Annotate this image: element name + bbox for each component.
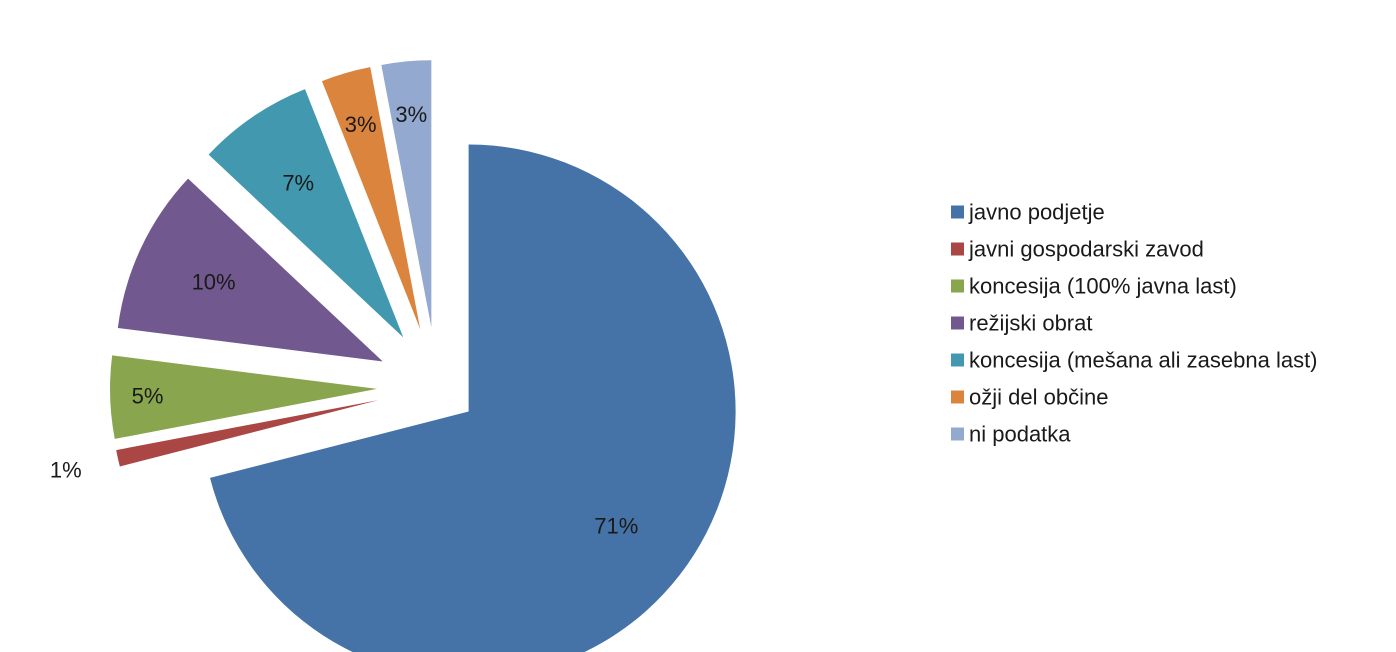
pie-slice-koncesija-100-javna-last [110,355,378,439]
legend-swatch-koncesija-100-javna-last [951,279,964,293]
legend-label-ni-podatka: ni podatka [969,422,1071,447]
legend-swatch-koncesija-mesana-ali-zasebna-last [951,353,964,367]
slice-label-koncesija-mesana-ali-zasebna-last: 7% [282,170,314,195]
slice-label-javno-podjetje: 71% [594,514,638,539]
slice-label-ozji-del-obcine: 3% [345,112,377,137]
pie-slices [110,60,736,652]
legend-label-koncesija-mesana-ali-zasebna-last: koncesija (mešana ali zasebna last) [969,348,1318,373]
legend-label-ozji-del-obcine: ožji del občine [969,385,1108,410]
legend-swatch-javno-podjetje [951,205,964,219]
slice-label-javni-gospodarski-zavod: 1% [50,457,82,482]
pie-slice-javni-gospodarski-zavod [116,400,379,467]
legend: javno podjetje javni gospodarski zavod kon… [951,200,1318,447]
legend-swatch-ni-podatka [951,427,964,441]
slice-label-ni-podatka: 3% [395,102,427,127]
legend-label-javni-gospodarski-zavod: javni gospodarski zavod [968,237,1204,262]
pie-slice-rezijski-obrat [117,178,383,362]
legend-swatch-javni-gospodarski-zavod [951,242,964,256]
pie-slice-ozji-del-obcine [321,67,421,330]
legend-swatch-ozji-del-obcine [951,390,964,404]
legend-swatch-rezijski-obrat [951,316,964,330]
pie-slice-koncesija-mesana-ali-zasebna-last [208,89,404,338]
legend-label-javno-podjetje: javno podjetje [968,200,1105,225]
slice-label-rezijski-obrat: 10% [192,269,236,294]
slice-label-koncesija-100-javna-last: 5% [132,384,164,409]
legend-label-koncesija-100-javna-last: koncesija (100% javna last) [969,274,1237,299]
legend-label-rezijski-obrat: režijski obrat [969,311,1092,336]
slice-labels: 71% 1% 5% 10% 7% 3% 3% [50,102,638,538]
pie-slice-javno-podjetje [209,144,736,652]
pie-slice-ni-podatka [381,60,432,328]
